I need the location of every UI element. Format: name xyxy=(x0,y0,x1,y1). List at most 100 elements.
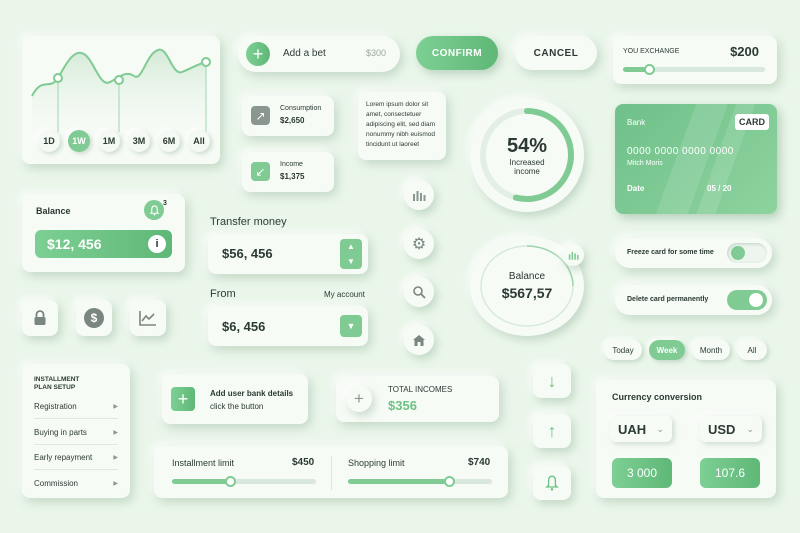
chevron-right-icon: ▶ xyxy=(113,429,118,436)
income-percent: 54% xyxy=(506,134,548,157)
from-value: $6, 456 xyxy=(222,319,266,334)
total-incomes-value: $356 xyxy=(388,398,417,413)
line-chart-icon[interactable] xyxy=(130,300,166,336)
card-badge: CARD xyxy=(735,114,769,130)
bar-chart-icon[interactable] xyxy=(404,180,434,210)
balance-label: Balance xyxy=(36,206,71,216)
range-button-1d[interactable]: 1D xyxy=(38,130,60,152)
chevron-up-icon[interactable]: ▲ xyxy=(347,242,355,251)
installment-limit-slider[interactable] xyxy=(172,476,316,487)
consumption-label: Consumption xyxy=(280,105,322,112)
bar-chart-icon[interactable] xyxy=(562,244,584,266)
chart-point[interactable] xyxy=(53,73,63,83)
exchange-amount: $200 xyxy=(730,44,759,59)
menu-item-label: Buying in parts xyxy=(34,427,87,437)
installment-limit-handle[interactable] xyxy=(225,476,236,487)
consumption-card: ↗ Consumption $2,650 xyxy=(242,96,334,136)
delete-card-label: Delete card permanently xyxy=(627,296,709,303)
range-button-3m[interactable]: 3M xyxy=(128,130,150,152)
balance-value: $12, 456 xyxy=(47,236,102,252)
plus-icon[interactable]: + xyxy=(346,386,372,412)
plus-icon[interactable]: + xyxy=(246,42,270,66)
confirm-button[interactable]: CONFIRM xyxy=(416,36,498,70)
balance-circle-label: Balance xyxy=(508,271,546,282)
chart-point[interactable] xyxy=(201,57,211,67)
shopping-limit-handle[interactable] xyxy=(444,476,455,487)
arrow-down-left-icon: ↙ xyxy=(251,162,270,181)
income-progress-arc xyxy=(480,108,574,202)
bell-icon[interactable] xyxy=(533,466,571,500)
transfer-input[interactable]: $56, 456 ▲ ▼ xyxy=(208,234,368,274)
add-bet-control[interactable]: + Add a bet $300 xyxy=(238,36,400,72)
card-date-value: 05 / 20 xyxy=(707,184,732,193)
arrow-down-icon[interactable]: ↓ xyxy=(533,364,571,398)
menu-item-buying-in-parts[interactable]: Buying in parts ▶ xyxy=(34,420,118,445)
to-currency-code: USD xyxy=(708,421,736,437)
gear-icon[interactable]: ⚙ xyxy=(404,229,434,259)
add-bank-details-card[interactable]: + Add user bank details click the button xyxy=(162,374,308,424)
menu-item-label: Commission xyxy=(34,479,79,488)
chevron-right-icon: ▶ xyxy=(113,481,118,487)
line-chart xyxy=(31,48,211,136)
bank-name: Bank xyxy=(627,118,646,127)
card-number: 0000 0000 0000 0000 xyxy=(627,146,734,157)
chevron-down-icon[interactable]: ▼ xyxy=(347,257,355,266)
bank-details-subtitle: click the button xyxy=(210,402,264,411)
limits-card: Installment limit $450 Shopping limit $7… xyxy=(154,446,508,498)
balance-value-bar: $12, 456 i xyxy=(35,230,172,258)
menu-item-early-repayment[interactable]: Early repayment ▶ xyxy=(34,445,118,470)
exchange-slider-handle[interactable] xyxy=(644,64,655,75)
home-icon[interactable] xyxy=(404,325,434,355)
range-button-1w[interactable]: 1W xyxy=(68,130,90,152)
installment-menu-title-line1: INSTALLMENT xyxy=(34,376,80,383)
balance-card: Balance 3 $12, 456 i xyxy=(22,194,185,272)
shopping-limit-slider[interactable] xyxy=(348,476,492,487)
transfer-stepper[interactable]: ▲ ▼ xyxy=(340,239,362,269)
installment-limit-value: $450 xyxy=(292,457,315,468)
total-incomes-label: TOTAL INCOMES xyxy=(388,385,453,394)
menu-item-commission[interactable]: Commission ▶ xyxy=(34,471,118,496)
chevron-down-icon[interactable]: ▼ xyxy=(340,315,362,337)
period-week[interactable]: Week xyxy=(649,340,685,360)
cancel-button[interactable]: CANCEL xyxy=(515,36,597,70)
chevron-right-icon: ▶ xyxy=(113,403,118,410)
from-currency-select[interactable]: UAH ⌄ xyxy=(610,416,672,442)
info-icon[interactable]: i xyxy=(148,235,166,253)
chevron-down-icon: ⌄ xyxy=(656,423,664,434)
transfer-label: Transfer money xyxy=(210,216,287,228)
chart-point[interactable] xyxy=(114,75,124,85)
freeze-card-row: Freeze card for some time xyxy=(615,238,772,268)
bell-icon[interactable] xyxy=(144,200,164,220)
from-currency-code: UAH xyxy=(618,421,647,437)
bet-amount: $300 xyxy=(365,48,386,58)
period-month[interactable]: Month xyxy=(692,340,730,360)
range-button-all[interactable]: All xyxy=(188,130,210,152)
to-currency-select[interactable]: USD ⌄ xyxy=(700,416,762,442)
lock-icon[interactable] xyxy=(22,300,58,336)
bank-details-title: Add user bank details xyxy=(210,389,294,398)
from-account: My account xyxy=(324,290,365,299)
freeze-card-toggle[interactable] xyxy=(727,243,767,263)
total-incomes-card: + TOTAL INCOMES $356 xyxy=(336,376,499,422)
from-amount-field[interactable]: 3 000 xyxy=(612,458,672,488)
currency-title: Currency conversion xyxy=(612,392,703,402)
dollar-icon[interactable]: $ xyxy=(76,300,112,336)
period-today[interactable]: Today xyxy=(604,340,642,360)
income-caption-line1: Increased xyxy=(509,157,545,167)
menu-item-label: Early repayment xyxy=(34,452,93,462)
installment-limit-label: Installment limit xyxy=(172,458,235,468)
exchange-card: YOU EXCHANGE $200 xyxy=(613,36,777,84)
plus-icon[interactable]: + xyxy=(171,387,195,411)
to-amount-field[interactable]: 107.6 xyxy=(700,458,760,488)
bank-card[interactable]: Bank CARD 0000 0000 0000 0000 Mitch Mori… xyxy=(615,104,777,214)
menu-item-registration[interactable]: Registration ▶ xyxy=(34,394,118,419)
range-button-6m[interactable]: 6M xyxy=(158,130,180,152)
exchange-slider[interactable] xyxy=(623,64,765,75)
period-all[interactable]: All xyxy=(737,340,767,360)
search-icon[interactable] xyxy=(404,277,434,307)
from-input[interactable]: $6, 456 ▼ xyxy=(208,306,368,346)
delete-card-toggle[interactable] xyxy=(727,290,767,310)
range-button-1m[interactable]: 1M xyxy=(98,130,120,152)
chevron-right-icon: ▶ xyxy=(113,454,118,461)
arrow-up-icon[interactable]: ↑ xyxy=(533,414,571,448)
